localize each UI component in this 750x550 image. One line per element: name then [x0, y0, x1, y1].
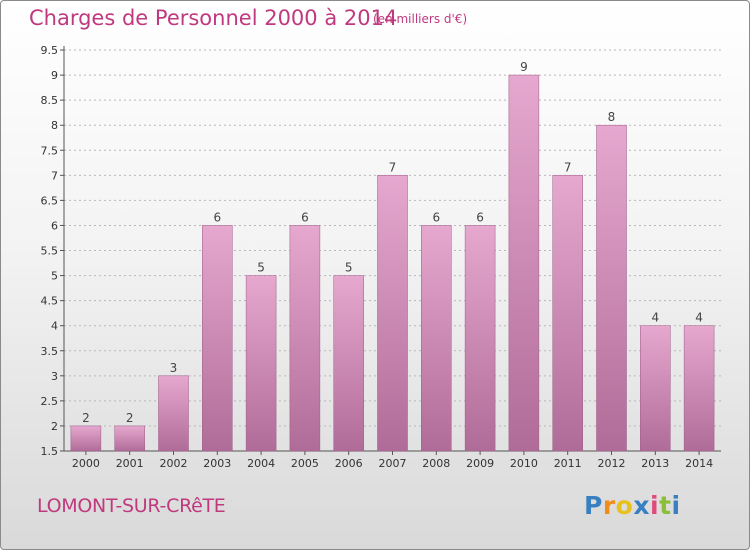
y-tick-label: 4.5 — [41, 295, 59, 308]
value-label: 6 — [213, 210, 221, 224]
logo-letter: i — [650, 491, 660, 520]
y-tick-label: 8 — [51, 119, 58, 132]
value-label: 6 — [476, 210, 484, 224]
chart-title: Charges de Personnel 2000 à 2014 — [29, 6, 398, 30]
x-tick-label: 2000 — [72, 457, 100, 470]
commune-name: LOMONT-SUR-CRêTE — [37, 495, 226, 517]
x-tick-label: 2003 — [203, 457, 231, 470]
logo-letter: r — [602, 491, 616, 520]
x-tick-label: 2008 — [422, 457, 450, 470]
x-tick-label: 2012 — [598, 457, 626, 470]
y-tick-label: 6 — [51, 219, 58, 232]
bar-2012 — [596, 124, 627, 452]
x-tick-label: 2005 — [291, 457, 319, 470]
bar-2008 — [421, 225, 452, 452]
logo-letter: x — [633, 491, 650, 520]
y-tick-label: 9.5 — [41, 44, 59, 57]
x-tick-label: 2013 — [641, 457, 669, 470]
y-tick-label: 2.5 — [41, 395, 59, 408]
bar-2014 — [683, 325, 715, 452]
x-tick-label: 2002 — [160, 457, 188, 470]
value-label: 5 — [345, 261, 353, 275]
bar-2010 — [508, 74, 540, 452]
value-label: 7 — [564, 160, 572, 174]
bar-2011 — [552, 175, 583, 452]
bar-2002 — [158, 375, 189, 452]
logo-letter: P — [584, 491, 603, 520]
value-label: 8 — [608, 110, 616, 124]
logo-letter: o — [615, 491, 634, 520]
y-tick-label: 8.5 — [41, 94, 59, 107]
chart-subtitle: (en milliers d'€) — [373, 12, 468, 26]
y-tick-label: 5.5 — [41, 245, 59, 258]
value-label: 6 — [301, 210, 309, 224]
y-tick-label: 4 — [51, 320, 58, 333]
value-label: 2 — [126, 411, 134, 425]
x-tick-label: 2014 — [685, 457, 713, 470]
value-label: 6 — [432, 210, 440, 224]
y-tick-label: 5 — [51, 270, 58, 283]
bar-2004 — [245, 275, 277, 452]
x-tick-label: 2009 — [466, 457, 494, 470]
value-label: 5 — [257, 261, 265, 275]
x-tick-label: 2006 — [335, 457, 363, 470]
y-tick-label: 6.5 — [41, 194, 59, 207]
bar-2003 — [202, 225, 233, 452]
value-label: 2 — [82, 411, 90, 425]
logo-letter: i — [671, 491, 681, 520]
value-label: 3 — [170, 361, 178, 375]
y-tick-labels: 1.5 2 2.5 3 3.5 4 4.5 5 5.5 6 6.5 7 7.5 8 8.5 9 9.5 — [41, 44, 59, 458]
x-tick-label: 2011 — [554, 457, 582, 470]
y-tick-label: 2 — [51, 420, 58, 433]
y-tick-label: 3 — [51, 370, 58, 383]
x-tick-label: 2004 — [247, 457, 275, 470]
y-tick-label: 7.5 — [41, 144, 59, 157]
y-tick-label: 1.5 — [41, 445, 59, 458]
bar-2001 — [114, 425, 145, 452]
bar-2007 — [377, 175, 408, 452]
value-label: 4 — [695, 311, 703, 325]
value-label: 9 — [520, 60, 528, 74]
y-tick-label: 9 — [51, 69, 58, 82]
y-tick-label: 3.5 — [41, 345, 59, 358]
bar-2009 — [464, 225, 496, 452]
y-tick-label: 7 — [51, 169, 58, 182]
value-label: 7 — [389, 160, 397, 174]
x-tick-label: 2001 — [116, 457, 144, 470]
bar-2013 — [640, 325, 671, 452]
proxiti-logo[interactable]: Proxiti — [584, 491, 681, 520]
logo-letter: t — [659, 491, 672, 520]
bar-2005 — [289, 225, 321, 452]
value-labels: 2 2 3 6 5 6 5 7 6 6 9 7 8 4 4 — [82, 60, 703, 425]
x-tick-label: 2010 — [510, 457, 538, 470]
bar-2006 — [333, 275, 364, 452]
bars — [70, 74, 715, 452]
x-tick-label: 2007 — [379, 457, 407, 470]
bar-2000 — [70, 425, 102, 452]
value-label: 4 — [651, 311, 659, 325]
x-tick-labels: 2000 2001 2002 2003 2004 2005 2006 2007 2008 2009… — [72, 457, 713, 470]
